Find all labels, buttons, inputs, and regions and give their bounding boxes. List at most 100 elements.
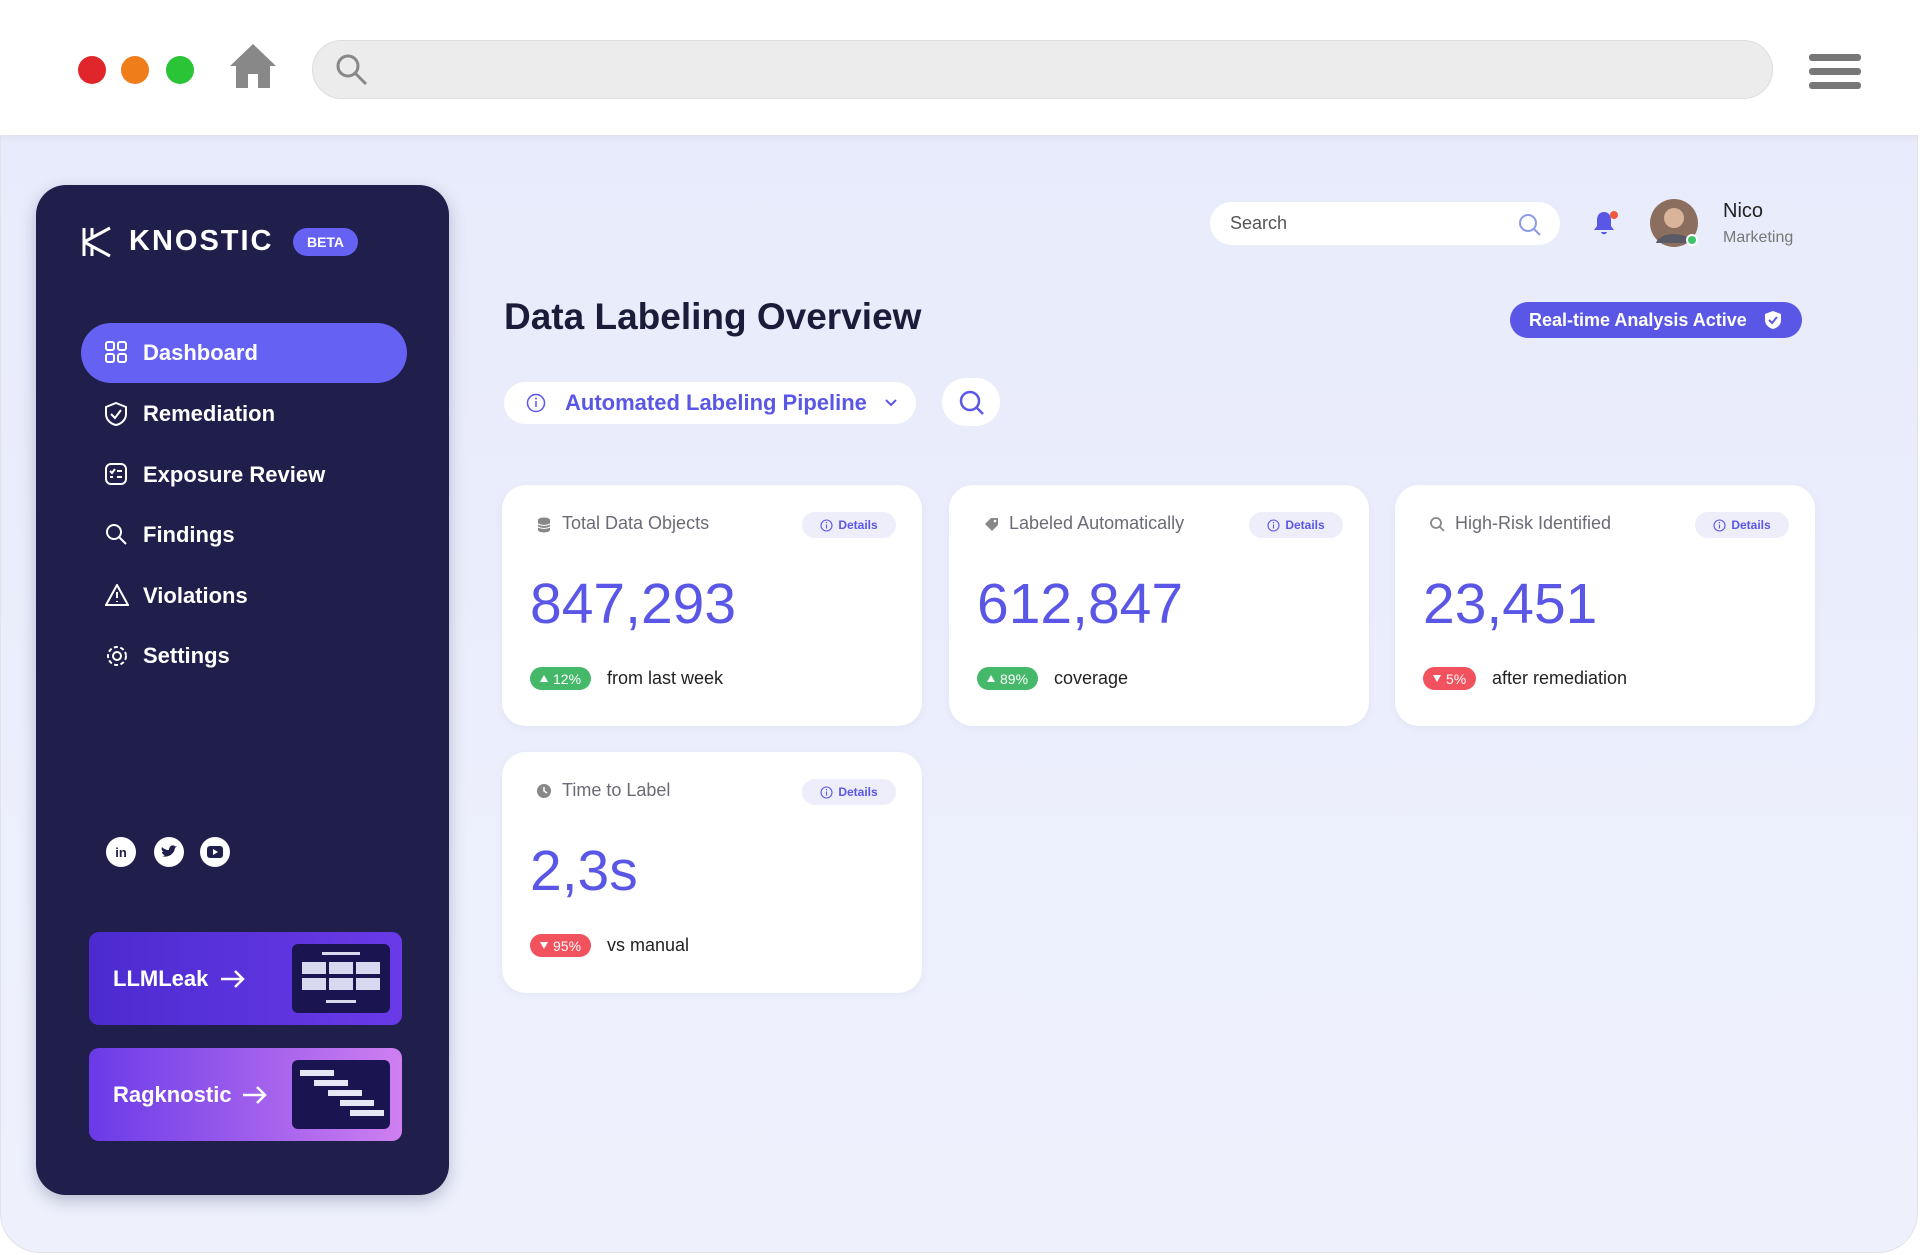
youtube-icon[interactable] (200, 837, 230, 867)
info-icon (1713, 518, 1726, 532)
details-button[interactable]: Details (802, 512, 896, 538)
card-value: 23,451 (1423, 572, 1598, 636)
card-label: Labeled Automatically (1009, 513, 1185, 533)
address-bar[interactable] (312, 40, 1773, 99)
browser-bar (0, 0, 1920, 135)
shield-icon (1765, 311, 1781, 329)
nav-icon (105, 341, 127, 363)
card-value: 2,3s (530, 839, 638, 903)
notification-bell[interactable] (1592, 209, 1620, 237)
stat-card: High-Risk Identified Details 23,451 5% after… (1395, 485, 1815, 726)
details-label: Details (838, 518, 878, 532)
linkedin-icon[interactable]: in (106, 837, 136, 867)
info-icon (820, 785, 833, 799)
card-icon (985, 518, 998, 531)
info-icon (526, 393, 546, 413)
card-label: Total Data Objects (562, 513, 710, 533)
nav-icon (107, 646, 127, 666)
details-button[interactable]: Details (1249, 512, 1343, 538)
change-note: vs manual (607, 935, 690, 955)
card-icon (537, 784, 551, 798)
details-label: Details (1731, 518, 1771, 532)
change-value: 95% (553, 937, 582, 954)
change-badge: 95% (530, 934, 592, 957)
change-value: 89% (1000, 670, 1029, 687)
promo-card[interactable]: Ragknostic (89, 1048, 402, 1141)
nav-label: Findings (143, 522, 235, 547)
search-icon (1519, 214, 1541, 236)
menu-icon[interactable] (1809, 52, 1861, 92)
home-icon[interactable] (228, 42, 278, 90)
search-box[interactable]: Search (1210, 202, 1560, 245)
nav-label: Exposure Review (143, 462, 326, 487)
status-text: Real-time Analysis Active (1529, 309, 1747, 330)
card-value: 612,847 (977, 572, 1184, 636)
nav-icon (105, 584, 129, 606)
details-label: Details (1285, 518, 1325, 532)
promo-card[interactable]: LLMLeak (89, 932, 402, 1025)
change-note: after remediation (1492, 668, 1628, 688)
user-role: Marketing (1723, 229, 1794, 246)
logo-icon (82, 226, 111, 258)
nav-item[interactable]: Remediation (81, 384, 407, 444)
minimize-dot[interactable] (121, 56, 149, 84)
nav-item[interactable]: Dashboard (81, 323, 407, 383)
avatar[interactable] (1650, 199, 1700, 249)
nav-item[interactable]: Findings (81, 505, 407, 565)
nav-item[interactable]: Settings (81, 626, 407, 686)
stat-card: Labeled Automatically Details 612,847 89% co… (949, 485, 1369, 726)
twitter-icon[interactable] (154, 837, 184, 867)
promo-thumbnail (292, 944, 390, 1013)
details-label: Details (838, 785, 878, 799)
search-placeholder: Search (1230, 213, 1288, 233)
nav-label: Violations (143, 583, 248, 608)
brand: KNOSTIC (129, 225, 274, 257)
card-icon (537, 517, 551, 533)
trend-arrow (987, 675, 995, 682)
change-note: coverage (1054, 668, 1129, 688)
nav-item[interactable]: Violations (81, 566, 407, 626)
search-icon (336, 54, 368, 86)
maximize-dot[interactable] (166, 56, 194, 84)
trend-arrow (540, 942, 548, 949)
promo-label: LLMLeak (113, 966, 209, 991)
card-label: High-Risk Identified (1455, 513, 1612, 533)
arrow-icon (243, 1086, 267, 1104)
card-value: 847,293 (530, 572, 737, 636)
close-dot[interactable] (78, 56, 106, 84)
promo-label: Ragknostic (113, 1082, 232, 1107)
pipeline-dropdown[interactable]: Automated Labeling Pipeline (504, 382, 916, 424)
pipeline-label: Automated Labeling Pipeline (565, 390, 867, 415)
nav-icon (106, 524, 127, 545)
nav-label: Remediation (143, 401, 276, 426)
user-name: Nico (1723, 200, 1764, 222)
change-badge: 5% (1423, 667, 1477, 690)
change-value: 5% (1446, 670, 1467, 687)
nav-label: Settings (143, 643, 230, 668)
card-icon (1430, 517, 1445, 532)
nav-label: Dashboard (143, 340, 258, 365)
svg-text:in: in (115, 845, 127, 860)
nav-icon (105, 463, 127, 485)
nav-item[interactable]: Exposure Review (81, 445, 407, 505)
page-title: Data Labeling Overview (504, 296, 922, 337)
trend-arrow (1433, 675, 1441, 682)
arrow-icon (221, 970, 245, 988)
trend-arrow (540, 675, 548, 682)
search-button[interactable] (942, 378, 1000, 426)
details-button[interactable]: Details (1695, 512, 1789, 538)
change-value: 12% (553, 670, 582, 687)
chevron-icon (885, 399, 897, 407)
info-icon (1267, 518, 1280, 532)
stat-card: Total Data Objects Details 847,293 12% from … (502, 485, 922, 726)
nav-icon (105, 402, 127, 426)
stat-card: Time to Label Details 2,3s 95% vs manual (502, 752, 922, 993)
info-icon (820, 518, 833, 532)
card-label: Time to Label (562, 780, 671, 800)
promo-thumbnail (292, 1060, 390, 1129)
change-badge: 89% (977, 667, 1039, 690)
details-button[interactable]: Details (802, 779, 896, 805)
beta-badge: BETA (293, 228, 358, 256)
change-badge: 12% (530, 667, 592, 690)
